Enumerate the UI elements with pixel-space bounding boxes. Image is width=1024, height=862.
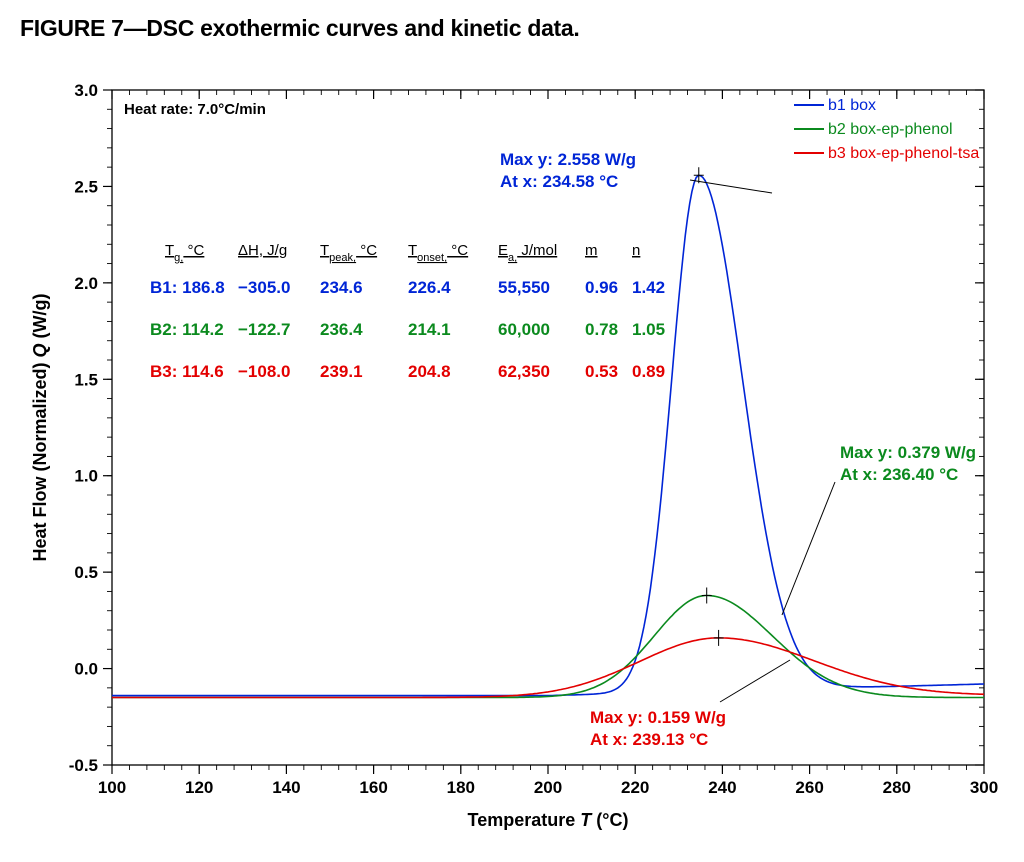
x-tick-label: 280 <box>883 778 911 797</box>
annotation-text: Max y: 0.159 W/g <box>590 708 726 727</box>
kinetic-cell: B2: 114.2 <box>150 320 224 339</box>
x-tick-label: 160 <box>359 778 387 797</box>
y-tick-label: 1.0 <box>74 467 98 486</box>
x-tick-label: 180 <box>447 778 475 797</box>
y-axis-label: Heat Flow (Normalized) Q (W/g) <box>30 293 50 561</box>
x-tick-label: 240 <box>708 778 736 797</box>
heat-rate-label: Heat rate: 7.0°C/min <box>124 101 266 118</box>
kinetic-cell: 0.53 <box>585 362 618 381</box>
legend-label: b3 box-ep-phenol-tsa <box>828 145 979 162</box>
x-tick-label: 220 <box>621 778 649 797</box>
legend-label: b1 box <box>828 97 876 114</box>
x-axis-label: Temperature T (°C) <box>468 810 629 830</box>
annotation-text: At x: 239.13 °C <box>590 730 708 749</box>
x-tick-label: 140 <box>272 778 300 797</box>
x-tick-label: 260 <box>795 778 823 797</box>
kinetic-cell: 0.89 <box>632 362 665 381</box>
kinetic-header: n <box>632 242 640 259</box>
x-tick-label: 300 <box>970 778 998 797</box>
kinetic-cell: 1.05 <box>632 320 665 339</box>
y-tick-label: 2.5 <box>74 177 98 196</box>
kinetic-cell: −305.0 <box>238 278 290 297</box>
annotation-text: At x: 236.40 °C <box>840 465 958 484</box>
kinetic-cell: −122.7 <box>238 320 290 339</box>
annotation-text: At x: 234.58 °C <box>500 172 618 191</box>
y-tick-label: 0.5 <box>74 563 98 582</box>
kinetic-cell: 204.8 <box>408 362 451 381</box>
kinetic-cell: 60,000 <box>498 320 550 339</box>
kinetic-cell: 236.4 <box>320 320 363 339</box>
y-tick-label: 3.0 <box>74 81 98 100</box>
kinetic-cell: 0.96 <box>585 278 618 297</box>
annotation-text: Max y: 0.379 W/g <box>840 443 976 462</box>
y-tick-label: 1.5 <box>74 370 98 389</box>
annotation-text: Max y: 2.558 W/g <box>500 150 636 169</box>
kinetic-cell: 226.4 <box>408 278 451 297</box>
y-tick-label: -0.5 <box>69 756 98 775</box>
x-tick-label: 200 <box>534 778 562 797</box>
figure-title: FIGURE 7—DSC exothermic curves and kinet… <box>20 15 1004 42</box>
x-tick-label: 100 <box>98 778 126 797</box>
kinetic-cell: 1.42 <box>632 278 665 297</box>
kinetic-cell: 239.1 <box>320 362 363 381</box>
kinetic-cell: 62,350 <box>498 362 550 381</box>
kinetic-cell: 214.1 <box>408 320 451 339</box>
kinetic-header: m <box>585 242 598 259</box>
kinetic-cell: −108.0 <box>238 362 290 381</box>
kinetic-cell: B3: 114.6 <box>150 362 224 381</box>
kinetic-cell: 55,550 <box>498 278 550 297</box>
legend-label: b2 box-ep-phenol <box>828 121 953 138</box>
kinetic-cell: B1: 186.8 <box>150 278 225 297</box>
y-tick-label: 0.0 <box>74 660 98 679</box>
kinetic-cell: 0.78 <box>585 320 618 339</box>
kinetic-header: ΔH, J/g <box>238 242 287 259</box>
x-tick-label: 120 <box>185 778 213 797</box>
kinetic-cell: 234.6 <box>320 278 363 297</box>
dsc-chart: 100 120 140 160 180 200 220 240 260 280 300 -0.5 0.0… <box>20 50 1004 840</box>
y-tick-label: 2.0 <box>74 274 98 293</box>
